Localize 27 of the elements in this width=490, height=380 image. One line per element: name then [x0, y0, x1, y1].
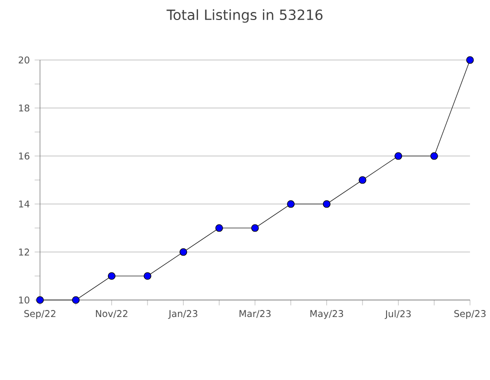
- x-tick-label: Jan/23: [168, 310, 198, 319]
- y-tick-label: 18: [19, 104, 30, 112]
- y-tick-label: 14: [19, 200, 30, 208]
- y-tick-label: 20: [18, 56, 30, 64]
- x-tick-label: Sep/23: [454, 310, 486, 319]
- point: [358, 176, 366, 184]
- point: [180, 248, 188, 256]
- x-tick-label: Mar/23: [240, 310, 271, 318]
- point: [430, 152, 438, 160]
- y-tick-label: 10: [19, 296, 30, 304]
- point: [215, 224, 223, 232]
- point: [466, 56, 474, 64]
- point: [108, 272, 116, 280]
- x-tick-label: May/23: [310, 310, 344, 319]
- x-tick-label: Nov/22: [96, 310, 128, 318]
- y-tick-label: 16: [19, 152, 30, 160]
- point: [394, 152, 402, 160]
- y-tick-label: 12: [19, 248, 30, 256]
- point: [144, 272, 152, 280]
- point: [72, 296, 80, 304]
- point: [287, 200, 295, 208]
- point: [322, 200, 330, 208]
- point: [36, 296, 44, 304]
- x-tick-label: Jul/23: [384, 310, 411, 319]
- point: [251, 224, 259, 232]
- x-tick-label: Sep/22: [24, 310, 56, 319]
- chart-title: Total Listings in 53216: [166, 9, 322, 23]
